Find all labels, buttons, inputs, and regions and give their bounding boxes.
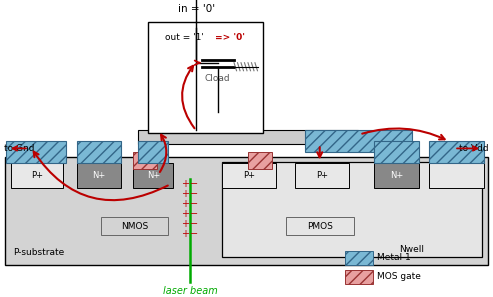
Text: −: − (190, 209, 198, 219)
Text: −: − (190, 179, 198, 189)
Bar (6, 141, 66, 163)
Bar (295, 163, 349, 188)
Text: Metal 1: Metal 1 (378, 254, 411, 263)
Bar (11, 163, 63, 188)
Text: N+: N+ (147, 171, 160, 180)
Bar (139, 141, 168, 163)
Text: in = '0': in = '0' (177, 4, 215, 14)
Bar (76, 163, 121, 188)
Text: −: − (190, 189, 198, 199)
Text: −: − (190, 219, 198, 229)
Bar (345, 251, 373, 265)
Bar (139, 130, 357, 144)
Bar (374, 163, 420, 188)
Text: PMOS: PMOS (307, 222, 333, 231)
Text: N+: N+ (92, 171, 105, 180)
Text: P-substrate: P-substrate (13, 247, 64, 257)
Bar (5, 157, 488, 265)
Text: −: − (190, 199, 198, 209)
Text: NMOS: NMOS (121, 222, 148, 231)
Text: Nwell: Nwell (399, 244, 424, 254)
Text: +: + (181, 229, 189, 239)
Text: N+: N+ (390, 171, 403, 180)
Bar (286, 217, 353, 235)
Text: P+: P+ (316, 171, 328, 180)
Bar (76, 141, 121, 163)
Bar (148, 22, 263, 133)
Text: +: + (181, 199, 189, 209)
Bar (429, 141, 484, 163)
Bar (305, 130, 412, 152)
Text: +: + (181, 189, 189, 199)
Text: Cload: Cload (204, 74, 230, 83)
Bar (222, 163, 276, 188)
Text: to Gnd: to Gnd (4, 144, 35, 153)
Text: to Vdd: to Vdd (459, 144, 489, 153)
Text: +: + (181, 219, 189, 229)
Bar (134, 152, 157, 169)
Bar (101, 217, 168, 235)
Bar (345, 270, 373, 284)
Text: +: + (181, 209, 189, 219)
Text: => '0': => '0' (215, 33, 245, 42)
Text: out = '1': out = '1' (165, 33, 204, 42)
Bar (134, 163, 173, 188)
Text: P+: P+ (31, 171, 43, 180)
Bar (429, 163, 484, 188)
Text: laser beam: laser beam (163, 286, 217, 296)
Text: MOS gate: MOS gate (378, 272, 422, 282)
Text: −: − (190, 229, 198, 239)
Bar (222, 162, 482, 257)
Bar (374, 141, 420, 163)
Text: P+: P+ (243, 171, 255, 180)
Bar (248, 152, 272, 169)
Text: +: + (181, 179, 189, 189)
